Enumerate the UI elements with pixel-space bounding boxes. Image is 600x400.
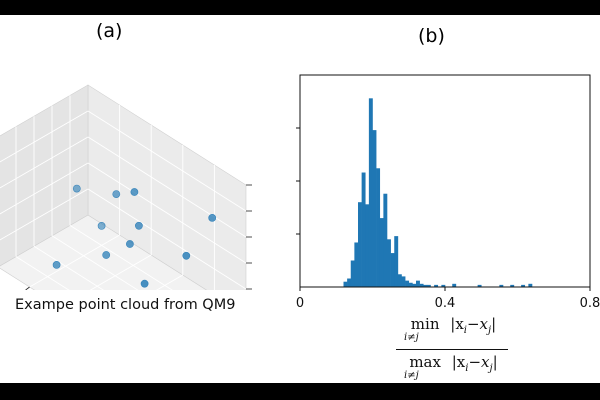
grid-line xyxy=(0,110,89,163)
figure-canvas: (a) (b) Exampe point cloud from QM9 0 0.4… xyxy=(0,15,600,383)
scatter-point xyxy=(130,188,139,196)
scatter-point xyxy=(182,251,191,260)
x-tick-label: 0.8 xyxy=(580,296,600,310)
axis-ticks xyxy=(25,184,252,290)
scatter-point xyxy=(112,190,121,198)
scatter-point xyxy=(52,260,61,269)
scatter-point xyxy=(97,221,106,230)
histogram-bar xyxy=(452,283,457,287)
grid-line xyxy=(0,136,89,189)
min-operator: min xyxy=(410,315,440,333)
histogram-bar xyxy=(528,283,533,287)
numerator-minus-x: −x xyxy=(466,315,489,333)
grid-line xyxy=(0,188,89,241)
grid-line xyxy=(69,225,173,290)
histogram-bar xyxy=(477,284,482,287)
histogram-plot: 0 0.4 0.8 xyxy=(296,74,600,310)
panel-a-label: (a) xyxy=(96,20,123,42)
histogram-bar xyxy=(350,260,355,287)
denominator-abs-open: |x xyxy=(451,353,466,371)
scatter-point xyxy=(72,184,81,193)
x-tick-label: 0.4 xyxy=(435,296,456,310)
denominator-minus-x: −x xyxy=(468,353,490,371)
panel-a-caption: Exampe point cloud from QM9 xyxy=(15,297,236,313)
grid-line xyxy=(15,256,70,290)
scatter-point xyxy=(102,251,111,259)
fraction-bar xyxy=(396,349,508,351)
grid-line xyxy=(87,162,247,264)
histogram-bar xyxy=(379,218,384,287)
histogram-bar xyxy=(376,168,381,287)
numerator-abs-open: |x xyxy=(450,315,464,333)
grid-line xyxy=(87,136,247,238)
grid-line xyxy=(0,162,89,215)
histogram-bar xyxy=(372,130,377,287)
histogram-bar xyxy=(401,276,406,287)
numerator-sub-j: j xyxy=(488,325,492,336)
grid-line xyxy=(87,110,247,212)
grid-line xyxy=(33,245,105,290)
panel-b-label: (b) xyxy=(418,25,445,47)
histogram-bar xyxy=(408,282,413,287)
grid-lines xyxy=(0,95,247,290)
histogram-bar xyxy=(390,253,395,287)
plot-frame xyxy=(299,74,591,288)
histogram-bar xyxy=(405,280,410,287)
scatter-point xyxy=(208,213,217,222)
histogram-bar xyxy=(419,283,424,287)
histogram-bar xyxy=(343,281,348,287)
histogram-bar xyxy=(383,193,388,287)
numerator-sub-i: i xyxy=(463,325,467,336)
x-tick-label: 0 xyxy=(296,296,304,310)
point-cloud xyxy=(52,184,217,288)
histogram-bar xyxy=(354,242,359,287)
formula-numerator: min |xi−xj| xyxy=(396,315,511,336)
histogram-bar xyxy=(423,284,428,287)
histogram-bar xyxy=(358,202,362,287)
histogram-bar xyxy=(397,274,402,287)
numerator-abs-close: | xyxy=(491,315,497,333)
scatter-point xyxy=(125,240,134,248)
y-ticks xyxy=(296,127,300,235)
denominator-abs-close: | xyxy=(492,353,498,371)
scatter-point xyxy=(134,221,143,230)
numerator-index-constraint: i≠j xyxy=(404,332,419,343)
histogram-bar xyxy=(347,278,352,287)
grid-line xyxy=(155,274,184,290)
scatter-point xyxy=(140,279,149,288)
histogram-bar xyxy=(368,98,373,287)
histogram-bar xyxy=(412,283,417,287)
histogram-bar xyxy=(441,284,446,287)
histogram-bar xyxy=(394,236,399,287)
x-ticks: 0 0.4 0.8 xyxy=(296,287,600,310)
x-axis-formula: min |xi−xj| i≠j max |xi−xj| i≠j xyxy=(396,315,511,383)
histogram-bar xyxy=(521,284,526,287)
denominator-sub-i: i xyxy=(465,363,469,374)
histogram-bar xyxy=(387,239,391,287)
histogram-bar xyxy=(426,284,431,287)
histogram-bars xyxy=(343,98,533,287)
back-left-pane xyxy=(0,84,89,267)
histogram-bar xyxy=(434,284,439,287)
grid-line xyxy=(29,234,120,288)
grid-line xyxy=(51,235,139,290)
histogram-bar xyxy=(361,172,366,287)
max-operator: max xyxy=(409,353,441,371)
axis-tick xyxy=(25,286,30,290)
denominator-index-constraint: i≠j xyxy=(404,370,419,381)
formula-denominator: max |xi−xj| xyxy=(396,353,511,374)
histogram-bar xyxy=(365,204,370,287)
scatter3d-plot xyxy=(0,84,252,290)
denominator-sub-j: j xyxy=(489,363,493,374)
histogram-bar xyxy=(499,284,504,287)
grid-line xyxy=(87,188,247,290)
histogram-bar xyxy=(416,280,420,287)
grid-line xyxy=(89,254,152,290)
histogram-bar xyxy=(510,284,515,287)
